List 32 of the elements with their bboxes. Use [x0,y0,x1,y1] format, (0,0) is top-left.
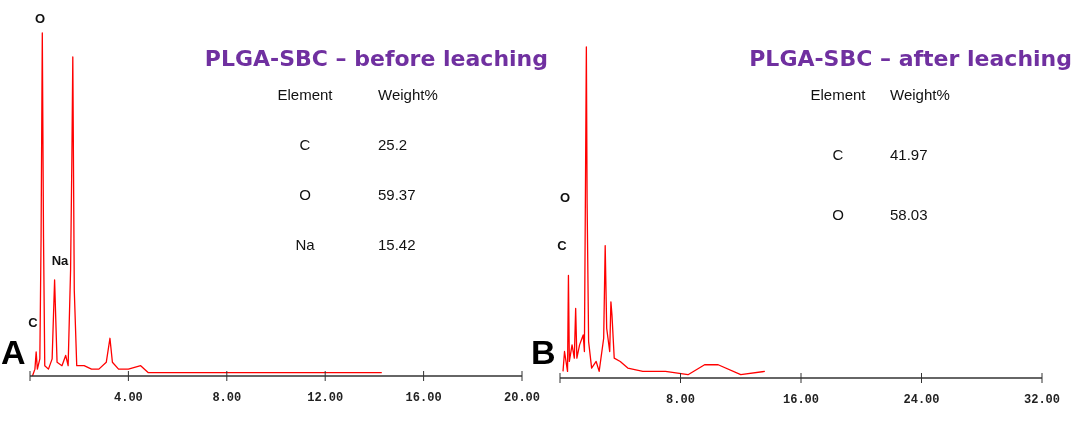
annotation: O [299,186,311,203]
x-tick-label: 20.00 [503,391,541,405]
annotation: Weight% [378,86,438,103]
annotation: Element [277,86,334,103]
text: O [34,11,46,26]
annotation: Element [810,86,867,103]
x-tick-label: 16.00 [405,391,442,405]
x-tick-label: 8.00 [666,393,695,407]
annotation: C [28,315,39,330]
x-tick-label: 4.00 [113,391,143,405]
annotation: C [832,146,844,163]
annotation: C [557,238,568,253]
x-tick-label: 16.00 [782,393,820,407]
annotation: Weight% [890,86,950,103]
text: A [1,333,26,371]
text: PLGA-SBC – before leaching [204,46,548,71]
annotation: C [299,136,311,153]
annotation: 15.42 [378,236,416,253]
annotation: O [832,206,844,223]
annotation: 59.37 [378,186,416,203]
x-tick-label: 12.00 [307,391,344,405]
x-tick-label: 32.00 [1023,393,1061,407]
chart-title: PLGA-SBC – after leaching [749,46,1072,71]
annotation: Na [51,253,70,268]
annotation: 41.97 [890,146,928,163]
annotation: 25.2 [378,136,408,153]
x-tick-label: 24.00 [903,393,940,407]
annotation: Na [295,236,316,253]
x-tick-label: 8.00 [212,391,242,405]
text: B [531,333,556,371]
annotation: O [559,190,571,205]
annotation: 58.03 [890,206,928,223]
